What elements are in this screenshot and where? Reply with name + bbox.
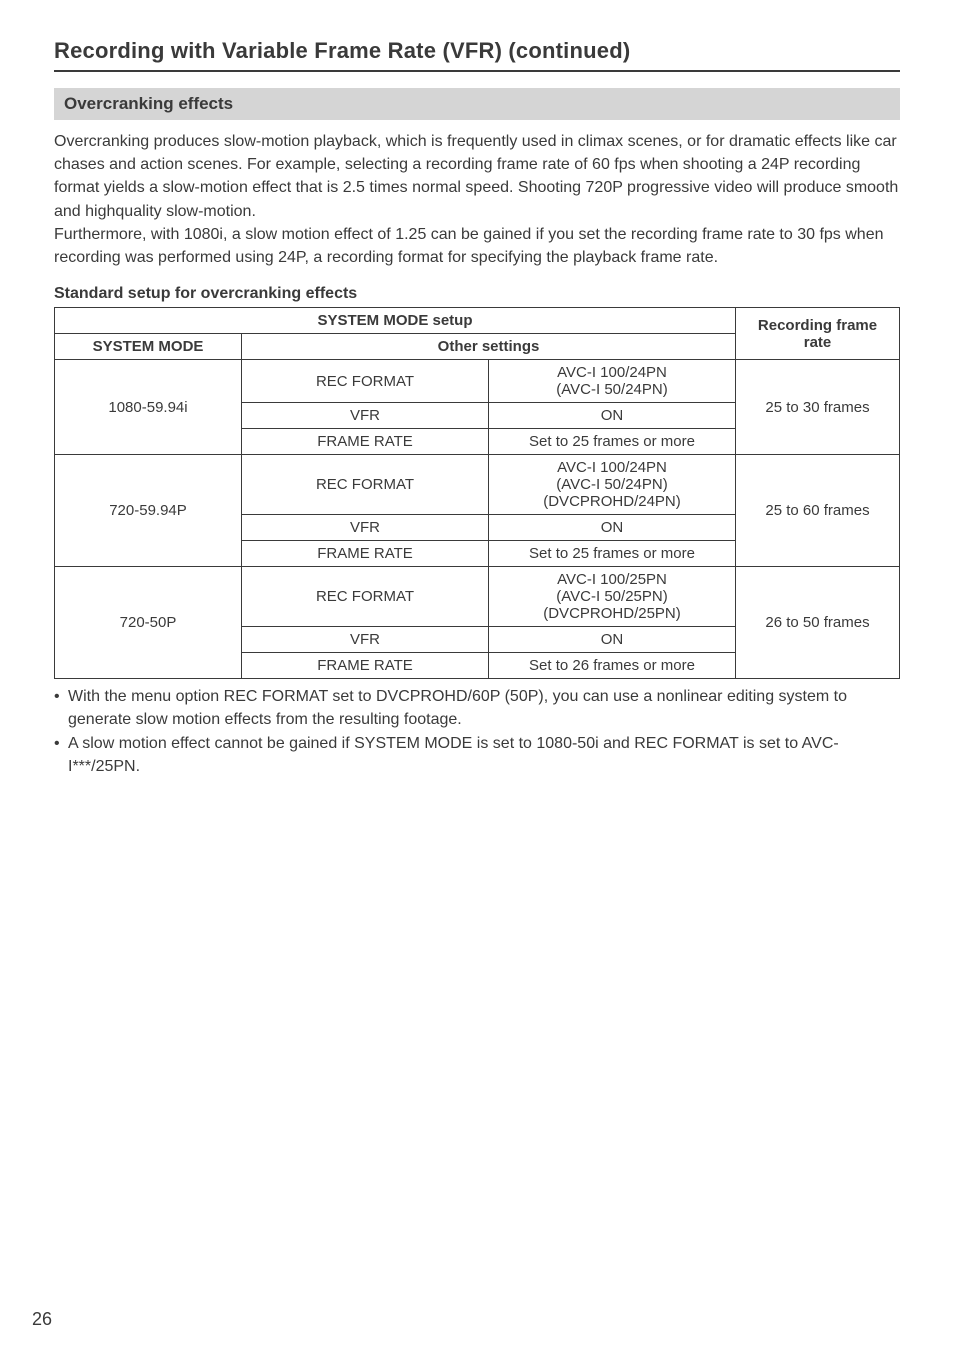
cell-label: REC FORMAT <box>242 455 489 515</box>
cell-label: FRAME RATE <box>242 429 489 455</box>
cell-label: VFR <box>242 403 489 429</box>
page-number: 26 <box>32 1309 52 1330</box>
cell-value: AVC-I 100/24PN (AVC-I 50/24PN) <box>489 360 736 403</box>
page-title: Recording with Variable Frame Rate (VFR)… <box>54 38 630 64</box>
note-text: With the menu option REC FORMAT set to D… <box>68 685 900 731</box>
bullet-icon: • <box>54 732 68 778</box>
notes-block: • With the menu option REC FORMAT set to… <box>54 685 900 778</box>
cell-label: REC FORMAT <box>242 567 489 627</box>
table-row: 720-59.94P REC FORMAT AVC-I 100/24PN (AV… <box>55 455 900 515</box>
table-row: SYSTEM MODE setup Recording frame rate <box>55 308 900 334</box>
cell-label: VFR <box>242 515 489 541</box>
th-system-mode-setup: SYSTEM MODE setup <box>55 308 736 334</box>
cell-recording-frame-rate: 25 to 30 frames <box>736 360 900 455</box>
cell-mode: 720-50P <box>55 567 242 679</box>
table-row: 720-50P REC FORMAT AVC-I 100/25PN (AVC-I… <box>55 567 900 627</box>
cell-recording-frame-rate: 25 to 60 frames <box>736 455 900 567</box>
cell-value: AVC-I 100/24PN (AVC-I 50/24PN) (DVCPROHD… <box>489 455 736 515</box>
section-heading: Overcranking effects <box>54 88 900 120</box>
th-recording-frame-rate: Recording frame rate <box>736 308 900 360</box>
cell-recording-frame-rate: 26 to 50 frames <box>736 567 900 679</box>
cell-label: VFR <box>242 627 489 653</box>
cell-label: FRAME RATE <box>242 653 489 679</box>
note-item: • With the menu option REC FORMAT set to… <box>54 685 900 731</box>
cell-label: REC FORMAT <box>242 360 489 403</box>
cell-value: Set to 25 frames or more <box>489 541 736 567</box>
cell-label: FRAME RATE <box>242 541 489 567</box>
settings-table: SYSTEM MODE setup Recording frame rate S… <box>54 307 900 679</box>
table-caption: Standard setup for overcranking effects <box>54 285 900 303</box>
cell-value: AVC-I 100/25PN (AVC-I 50/25PN) (DVCPROHD… <box>489 567 736 627</box>
note-text: A slow motion effect cannot be gained if… <box>68 732 900 778</box>
th-other-settings: Other settings <box>242 334 736 360</box>
th-system-mode: SYSTEM MODE <box>55 334 242 360</box>
title-row: Recording with Variable Frame Rate (VFR)… <box>54 38 900 72</box>
cell-value: ON <box>489 515 736 541</box>
note-item: • A slow motion effect cannot be gained … <box>54 732 900 778</box>
bullet-icon: • <box>54 685 68 731</box>
cell-mode: 1080-59.94i <box>55 360 242 455</box>
table-row: 1080-59.94i REC FORMAT AVC-I 100/24PN (A… <box>55 360 900 403</box>
page: Recording with Variable Frame Rate (VFR)… <box>0 0 954 1354</box>
cell-value: Set to 25 frames or more <box>489 429 736 455</box>
cell-value: ON <box>489 627 736 653</box>
cell-value: Set to 26 frames or more <box>489 653 736 679</box>
section-paragraph: Overcranking produces slow-motion playba… <box>54 130 900 269</box>
cell-value: ON <box>489 403 736 429</box>
cell-mode: 720-59.94P <box>55 455 242 567</box>
